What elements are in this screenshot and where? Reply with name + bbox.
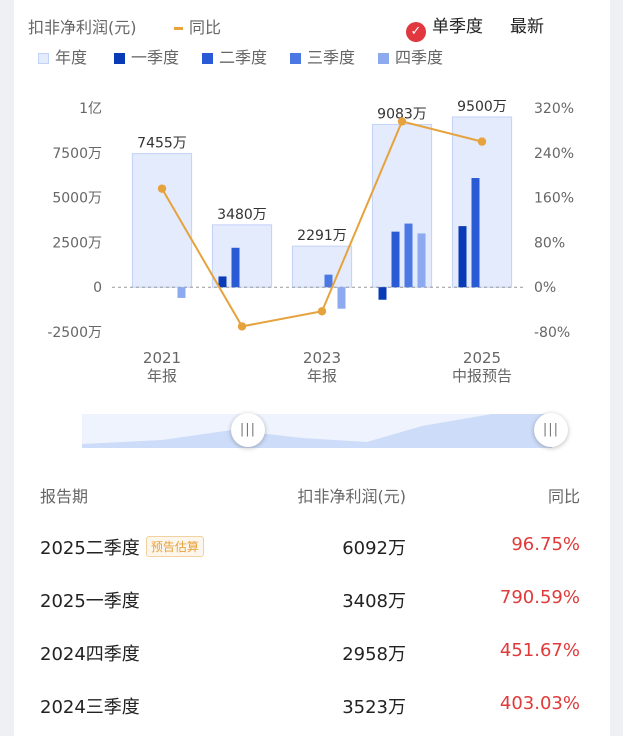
y2-tick-label: 0%	[534, 280, 556, 296]
table-row[interactable]: 2025二季度 预告估算 6092万 96.75%	[14, 534, 610, 564]
legend-item-q1[interactable]: 一季度	[114, 44, 179, 68]
stock-metric-card: 扣非净利润(元) 同比 ✓ 单季度 最新 年度 一季度 二季度 三季度 四季度 -…	[14, 0, 610, 736]
row-value: 3523万	[342, 697, 406, 718]
y-tick-label: -2500万	[47, 325, 102, 341]
q2-swatch	[202, 53, 213, 64]
chart-header: 扣非净利润(元) 同比 ✓ 单季度 最新	[14, 12, 610, 42]
row-yoy: 790.59%	[499, 587, 580, 608]
quarter-bar	[471, 178, 480, 288]
legend-label: 一季度	[131, 48, 180, 67]
slider-preview	[82, 414, 552, 448]
period-text: 2025二季度	[40, 538, 140, 559]
annual-data-label: 9500万	[457, 99, 507, 115]
quarter-bar	[337, 287, 346, 309]
x-tick-label: 2023	[303, 349, 341, 367]
annual-data-label: 3480万	[217, 207, 267, 223]
latest-button[interactable]: 最新	[510, 17, 544, 37]
row-yoy: 96.75%	[511, 534, 580, 555]
table-row[interactable]: 2024四季度 2958万 451.67%	[14, 640, 610, 670]
slider-left-handle[interactable]: |||	[231, 413, 265, 447]
profit-chart[interactable]: -2500万 0 2500万 5000万 7500万 1亿 -80% 0% 80% 160% 240…	[14, 80, 610, 390]
metric-legend: 扣非净利润(元)	[28, 14, 137, 38]
legend-label: 年度	[55, 48, 88, 67]
x-tick-label: 中报预告	[452, 367, 512, 385]
x-tick-label: 2021	[143, 349, 181, 367]
row-yoy: 403.03%	[499, 693, 580, 714]
y2-tick-label: -80%	[534, 325, 570, 341]
yoy-line	[161, 120, 483, 328]
legend-label: 四季度	[395, 48, 444, 67]
col-period: 报告期	[40, 487, 89, 506]
yoy-point	[397, 117, 407, 126]
row-period: 2024四季度	[40, 644, 140, 665]
table-row[interactable]: 2024三季度 3523万 403.03%	[14, 693, 610, 723]
yoy-point	[477, 137, 487, 146]
y-tick-label: 7500万	[52, 146, 102, 162]
annual-bar	[131, 153, 193, 288]
table-header: 报告期 扣非净利润(元) 同比	[14, 483, 610, 507]
y-tick-label: 2500万	[52, 235, 102, 251]
yoy-label: 同比	[189, 18, 222, 37]
quarter-bar	[417, 233, 426, 288]
quarter-bar	[218, 276, 227, 288]
metric-label: 扣非净利润(元)	[28, 18, 137, 37]
check-icon: ✓	[406, 22, 426, 42]
slider-right-handle[interactable]: |||	[534, 413, 568, 447]
y2-tick-label: 80%	[534, 235, 565, 251]
annual-data-label: 2291万	[297, 228, 347, 244]
row-value: 6092万	[342, 538, 406, 559]
legend-item-q2[interactable]: 二季度	[202, 44, 267, 68]
annual-swatch	[38, 53, 49, 64]
legend-label: 三季度	[307, 48, 356, 67]
legend-label: 二季度	[219, 48, 268, 67]
col-value: 扣非净利润(元)	[297, 487, 407, 506]
slider-area	[82, 414, 552, 448]
annual-data-label: 7455万	[137, 136, 187, 152]
col-yoy: 同比	[547, 487, 580, 506]
yoy-point	[237, 322, 247, 331]
y-tick-label: 1亿	[79, 101, 102, 117]
row-period: 2024三季度	[40, 697, 140, 718]
quarter-bar	[391, 231, 400, 288]
single-quarter-toggle[interactable]: ✓ 单季度	[406, 12, 483, 42]
row-yoy: 451.67%	[499, 640, 580, 661]
single-quarter-label: 单季度	[432, 17, 483, 37]
legend-item-annual[interactable]: 年度	[38, 44, 87, 68]
y-tick-label: 0	[93, 280, 102, 296]
row-value: 2958万	[342, 644, 406, 665]
x-tick-label: 2025	[463, 349, 501, 367]
quarter-bar	[378, 287, 387, 300]
quarter-bar	[404, 223, 413, 288]
table-row[interactable]: 2025一季度 3408万 790.59%	[14, 587, 610, 617]
x-tick-label: 年报	[307, 367, 337, 385]
legend-item-q4[interactable]: 四季度	[378, 44, 443, 68]
y2-tick-label: 320%	[534, 101, 574, 117]
series-legend: 年度 一季度 二季度 三季度 四季度	[14, 44, 610, 68]
annual-bar	[291, 245, 353, 288]
yoy-point	[317, 307, 327, 316]
annual-data-label: 9083万	[377, 106, 427, 122]
q1-swatch	[114, 53, 125, 64]
quarter-bar	[177, 287, 186, 298]
quarter-bar	[458, 226, 467, 288]
quarter-bar	[324, 274, 333, 288]
forecast-badge: 预告估算	[145, 536, 204, 557]
row-period: 2025二季度 预告估算	[40, 534, 204, 560]
legend-item-q3[interactable]: 三季度	[290, 44, 355, 68]
q3-swatch	[290, 53, 301, 64]
range-slider[interactable]: ||| |||	[82, 410, 568, 452]
yoy-point	[157, 184, 167, 193]
yoy-legend: 同比	[174, 14, 221, 38]
row-value: 3408万	[342, 591, 406, 612]
quarter-bar	[231, 247, 240, 288]
y2-tick-label: 160%	[534, 191, 574, 207]
row-period: 2025一季度	[40, 591, 140, 612]
x-tick-label: 年报	[147, 367, 177, 385]
yoy-line-swatch	[174, 27, 183, 30]
y2-tick-label: 240%	[534, 146, 574, 162]
q4-swatch	[378, 53, 389, 64]
y-tick-label: 5000万	[52, 191, 102, 207]
